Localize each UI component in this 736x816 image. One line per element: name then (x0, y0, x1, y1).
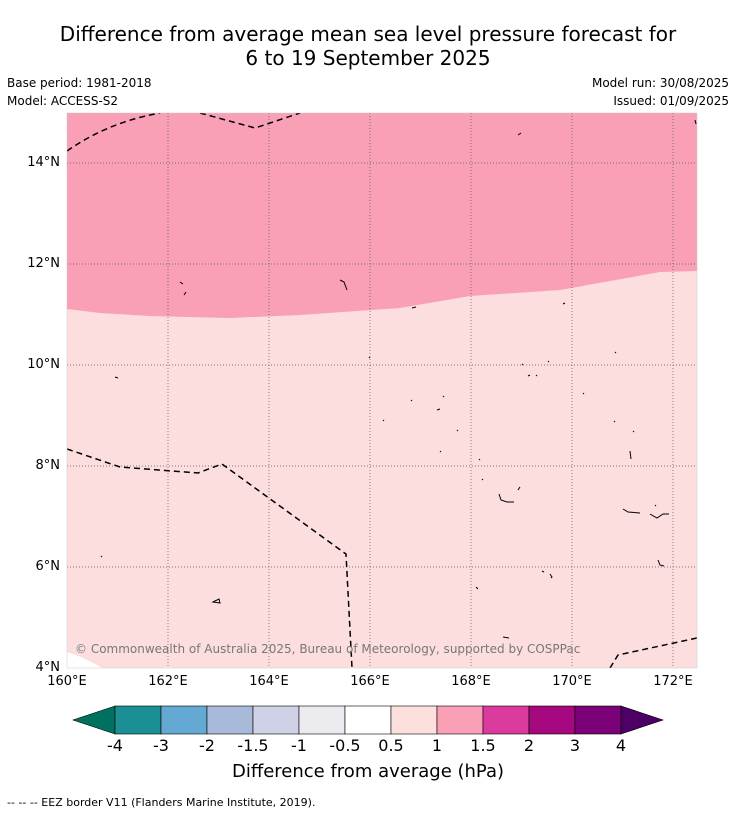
cb-tick-5: -1 (291, 736, 307, 755)
lon-tick-160: 160°E (47, 674, 87, 689)
cb-tick-4: -1.5 (237, 736, 269, 755)
colorbar-swatch (252, 705, 300, 735)
cb-tick-7: 0.5 (378, 736, 404, 755)
cb-tick-11: 3 (569, 736, 581, 755)
eez-legend: -- -- -- EEZ border V11 (Flanders Marine… (7, 796, 316, 809)
colorbar-swatch (206, 705, 254, 735)
meta-right: Model run: 30/08/2025 Issued: 01/09/2025 (592, 74, 729, 110)
lat-tick-8: 8°N (35, 458, 61, 473)
colorbar-swatch (574, 705, 622, 735)
colorbar (72, 705, 664, 735)
lat-tick-4: 4°N (35, 660, 61, 675)
lat-tick-12: 12°N (27, 256, 60, 271)
copyright-text: © Commonwealth of Australia 2025, Bureau… (75, 642, 580, 656)
colorbar-swatch (528, 705, 576, 735)
band-1-to-1.5 (67, 113, 697, 318)
lon-tick-168: 168°E (451, 674, 491, 689)
colorbar-extend-low (72, 705, 116, 735)
lon-tick-166: 166°E (350, 674, 390, 689)
model-name: Model: ACCESS-S2 (7, 94, 119, 108)
cb-tick-3: -2 (199, 736, 215, 755)
colorbar-label: Difference from average (hPa) (231, 761, 505, 782)
colorbar-extend-high (620, 705, 664, 735)
cb-tick-6: -0.5 (329, 736, 361, 755)
cb-tick-1: -4 (107, 736, 123, 755)
colorbar-swatch (390, 705, 438, 735)
base-period: Base period: 1981-2018 (7, 76, 152, 90)
lat-tick-6: 6°N (35, 559, 61, 574)
title-line-1: Difference from average mean sea level p… (59, 22, 677, 46)
map-frame (66, 112, 698, 669)
islands (100, 119, 697, 639)
lon-tick-172: 172°E (653, 674, 693, 689)
colorbar-swatch (114, 705, 162, 735)
cb-tick-8: 1 (431, 736, 443, 755)
colorbar-swatch (482, 705, 530, 735)
model-run: Model run: 30/08/2025 (591, 76, 729, 90)
eez-borders (67, 113, 697, 668)
lat-tick-14: 14°N (27, 155, 60, 170)
lat-tick-10: 10°N (27, 357, 60, 372)
issued-date: Issued: 01/09/2025 (613, 94, 729, 108)
lon-tick-164: 164°E (249, 674, 289, 689)
colorbar-swatch (160, 705, 208, 735)
cb-tick-10: 2 (523, 736, 535, 755)
meta-left: Base period: 1981-2018 Model: ACCESS-S2 (7, 74, 152, 110)
lon-tick-170: 170°E (552, 674, 592, 689)
lon-tick-162: 162°E (148, 674, 188, 689)
colorbar-swatch (436, 705, 484, 735)
chart-title: Difference from average mean sea level p… (0, 22, 736, 70)
band-neutral (67, 652, 102, 668)
title-line-2: 6 to 19 September 2025 (245, 46, 491, 70)
cb-tick-2: -3 (153, 736, 169, 755)
gridlines (67, 113, 697, 668)
cb-tick-9: 1.5 (470, 736, 496, 755)
cb-tick-12: 4 (615, 736, 627, 755)
map-panel: © Commonwealth of Australia 2025, Bureau… (67, 113, 697, 668)
colorbar-swatch (298, 705, 346, 735)
colorbar-swatch (344, 705, 392, 735)
